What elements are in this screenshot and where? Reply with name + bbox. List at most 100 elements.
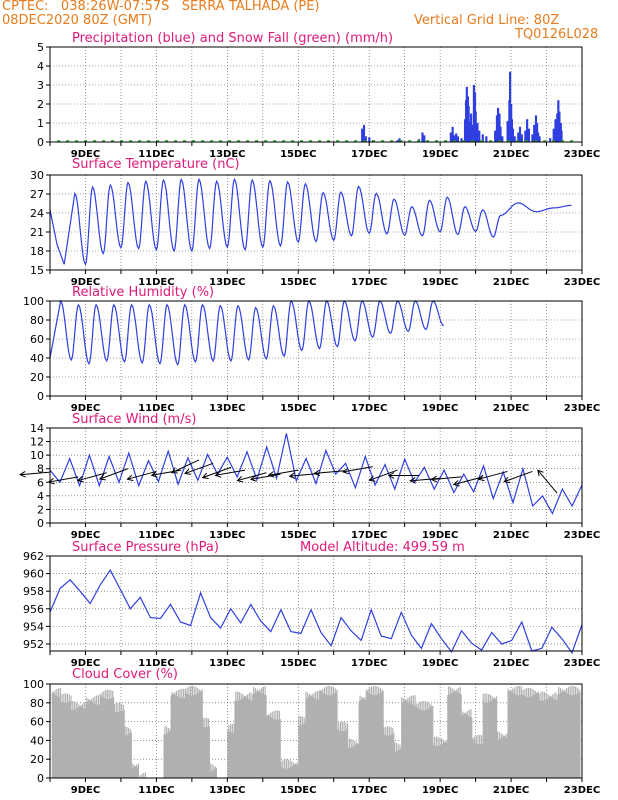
cloud-bar (400, 748, 402, 778)
cloud-bar (209, 763, 211, 778)
cloud-bar (459, 686, 461, 778)
cloud-bar (95, 704, 97, 778)
cloud-bar (296, 765, 298, 778)
cloud-bar (463, 714, 465, 778)
cloud-bar (495, 696, 498, 778)
cloud-bar (332, 687, 335, 778)
cloud-bar (528, 697, 530, 778)
cloud-bar (198, 689, 201, 778)
cloud-bar (300, 725, 303, 778)
cloud-bar (485, 702, 487, 778)
cloud-bar (230, 732, 233, 778)
x-tick-label: 13DEC (209, 530, 245, 541)
cloud-bar (521, 694, 523, 778)
precip-bar (361, 128, 364, 142)
wind-vector (314, 470, 345, 474)
cloud-bar (276, 710, 279, 778)
cloud-bar (449, 687, 452, 778)
cloud-bar (316, 690, 319, 778)
cloud-bar (533, 689, 535, 778)
wind-vector-head (537, 469, 544, 477)
cloud-bar (306, 698, 308, 778)
cloud-bar (506, 733, 508, 778)
x-tick-label: 23DEC (564, 277, 600, 288)
x-tick-label: 17DEC (351, 658, 387, 669)
cloud-bar (516, 694, 518, 778)
cloud-bar (574, 686, 577, 778)
cloud-bar (364, 699, 366, 778)
precip-bar (524, 130, 527, 142)
cloud-bar (502, 734, 504, 778)
panel-6 (46, 683, 583, 782)
cloud-bar (144, 772, 147, 778)
wind-vector (215, 469, 246, 476)
cloud-bar (257, 690, 259, 778)
cloud-bar (406, 701, 408, 778)
cloud-bar (344, 730, 346, 778)
cloud-bar (418, 709, 421, 778)
cloud-bar (340, 730, 343, 778)
cloud-bar (58, 696, 61, 778)
cloud-bar (197, 688, 199, 778)
cloud-bar (117, 702, 119, 778)
cloud-bar (84, 709, 86, 778)
x-tick-label: 21DEC (493, 277, 529, 288)
wind-vector (127, 470, 157, 480)
cloud-bar (491, 696, 493, 778)
cloud-bar (112, 690, 114, 778)
precip-bar (453, 135, 456, 142)
cloud-bar (511, 691, 513, 778)
cloud-bar (495, 699, 497, 778)
cloud-bar (381, 689, 383, 778)
precip-bar (474, 111, 477, 142)
cloud-bar (542, 700, 545, 778)
cloud-bar (213, 765, 215, 778)
y-tick-label: 21 (30, 226, 44, 239)
wind-vector-head (368, 475, 376, 482)
wind-vector-head (313, 469, 321, 477)
cloud-bar (433, 745, 435, 778)
cloud-bar (550, 697, 553, 778)
panel-frame (49, 683, 583, 779)
cloud-bar (443, 742, 445, 778)
cloud-bar (338, 722, 340, 778)
cloud-bar (239, 699, 241, 778)
cloud-bar (109, 698, 111, 778)
cloud-bar (303, 717, 305, 778)
cloud-bar (489, 694, 491, 778)
cloud-bar (238, 692, 241, 778)
cloud-bar (287, 759, 289, 778)
cloud-bar (577, 693, 579, 778)
precip-bar (478, 130, 481, 142)
cloud-bar (51, 692, 53, 778)
cloud-bar (391, 734, 393, 778)
cloud-bar (81, 706, 83, 778)
x-tick-label: 9DEC (71, 277, 100, 288)
cloud-bar (184, 688, 186, 778)
cloud-bar (337, 729, 339, 778)
wind-vector (48, 476, 79, 483)
cloud-bar (435, 736, 437, 778)
cloud-bar (359, 695, 361, 778)
cloud-bar (65, 693, 67, 778)
pressure-line (49, 568, 583, 655)
cloud-bar (430, 704, 432, 778)
cloud-bar (85, 702, 87, 778)
cloud-bar (255, 692, 257, 778)
cloud-bar (371, 694, 374, 778)
y-tick-label: 18 (30, 245, 44, 258)
cloud-bar (417, 702, 420, 778)
cloud-bar (276, 719, 278, 778)
cloud-bar (210, 771, 212, 778)
cloud-bar (537, 691, 539, 778)
cloud-bar (89, 700, 92, 778)
cloud-bar (403, 700, 405, 778)
cloud-bar (88, 698, 90, 778)
cloud-bar (331, 686, 333, 778)
cloud-bar (180, 697, 182, 778)
cloud-bar (53, 693, 55, 778)
cloud-bar (389, 735, 391, 778)
cloud-bar (317, 699, 319, 778)
wind-vector (410, 477, 441, 482)
cloud-bar (215, 767, 217, 778)
